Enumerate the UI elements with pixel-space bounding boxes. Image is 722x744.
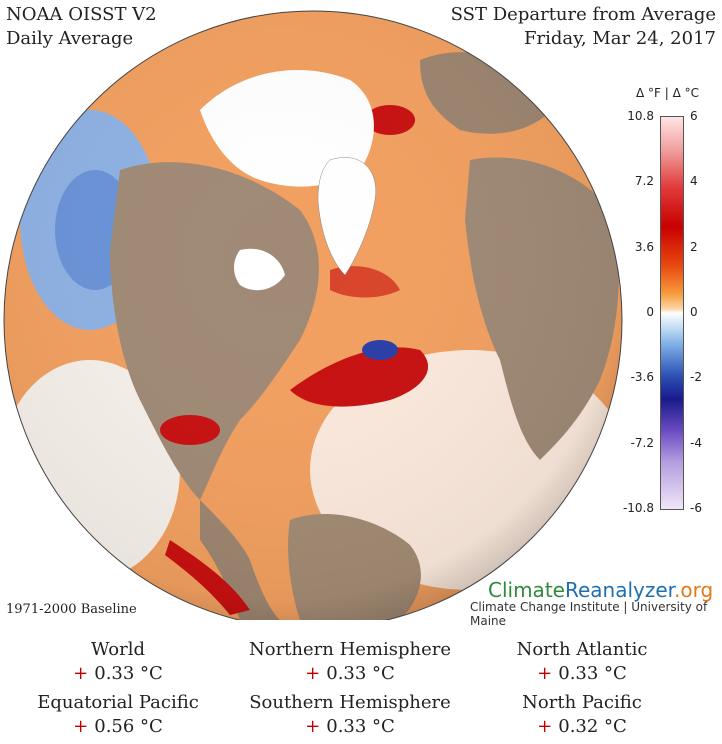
stat-region: Northern Hemisphere <box>248 639 452 660</box>
stat-north-atlantic: North Atlantic +0.33 °C <box>466 638 698 691</box>
tick-fahrenheit: 0 <box>646 305 654 319</box>
stat-region: North Atlantic <box>516 639 648 660</box>
stat-equatorial-pacific: Equatorial Pacific +0.56 °C <box>2 691 234 744</box>
tick-fahrenheit: -7.2 <box>630 435 654 450</box>
stat-sign: + <box>73 716 89 737</box>
dataset-subtitle: Daily Average <box>6 28 134 49</box>
stat-sign: + <box>537 716 553 737</box>
stat-northern-hemisphere: Northern Hemisphere +0.33 °C <box>234 638 466 691</box>
stat-value: 0.32 °C <box>558 716 627 737</box>
dataset-title: NOAA OISST V2 <box>6 4 157 25</box>
tick-fahrenheit: -3.6 <box>630 370 654 385</box>
stat-sign: + <box>305 663 321 684</box>
map-title: SST Departure from Average <box>450 4 716 25</box>
stat-north-pacific: North Pacific +0.32 °C <box>466 691 698 744</box>
stat-value: 0.33 °C <box>326 716 395 737</box>
stat-region: Southern Hemisphere <box>249 692 451 713</box>
stat-region: Equatorial Pacific <box>37 692 199 713</box>
tick-fahrenheit: 7.2 <box>634 174 654 189</box>
stats-grid: World +0.33 °C Northern Hemisphere +0.33… <box>0 638 722 744</box>
title-right: SST Departure from Average Friday, Mar 2… <box>451 3 716 51</box>
stat-sign: + <box>73 663 89 684</box>
brand-logo[interactable]: ClimateReanalyzer.org <box>488 578 713 602</box>
map-date: Friday, Mar 24, 2017 <box>524 28 716 49</box>
globe-map <box>3 10 623 630</box>
tick-celsius: 2 <box>690 239 698 254</box>
stat-world: World +0.33 °C <box>2 638 234 691</box>
tick-celsius: 4 <box>690 174 698 189</box>
stat-southern-hemisphere: Southern Hemisphere +0.33 °C <box>234 691 466 744</box>
globe-svg <box>3 10 623 630</box>
title-left: NOAA OISST V2 Daily Average <box>6 3 157 51</box>
stat-value: 0.33 °C <box>94 663 163 684</box>
tick-fahrenheit: -10.8 <box>622 501 654 515</box>
tick-fahrenheit: 10.8 <box>627 109 654 123</box>
brand-part-reanalyzer: Reanalyzer <box>564 578 675 602</box>
colorbar <box>660 116 684 510</box>
tick-celsius: -4 <box>690 435 702 450</box>
stat-value: 0.33 °C <box>326 663 395 684</box>
tick-celsius: 6 <box>690 109 698 123</box>
tick-fahrenheit: 3.6 <box>634 239 654 254</box>
stat-sign: + <box>537 663 553 684</box>
baseline-label: 1971-2000 Baseline <box>6 602 137 617</box>
tick-celsius: 0 <box>690 305 698 319</box>
stat-value: 0.56 °C <box>94 716 163 737</box>
brand-part-climate: Climate <box>488 578 565 602</box>
stat-sign: + <box>305 716 321 737</box>
brand-subtitle: Climate Change Institute | University of… <box>470 600 708 628</box>
brand-part-org: .org <box>674 578 714 602</box>
stat-region: North Pacific <box>522 692 642 713</box>
tick-celsius: -6 <box>690 501 702 515</box>
stat-region: World <box>91 639 145 660</box>
legend-units: Δ °F | Δ °C <box>636 86 699 100</box>
tick-celsius: -2 <box>690 370 702 385</box>
stat-value: 0.33 °C <box>558 663 627 684</box>
